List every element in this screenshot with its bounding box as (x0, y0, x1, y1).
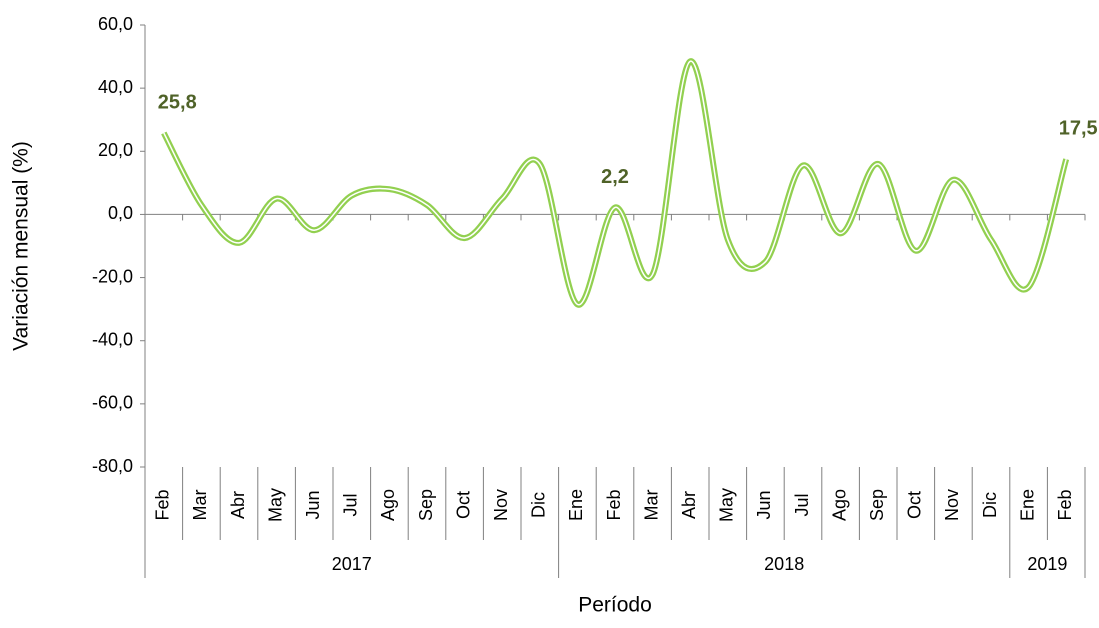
x-tick-label: Jun (303, 490, 323, 519)
x-tick-label: Jul (792, 493, 812, 516)
y-tick-label: -80,0 (92, 456, 133, 476)
x-tick-label: Jun (754, 490, 774, 519)
x-tick-label: Dic (980, 492, 1000, 518)
x-tick-label: Oct (905, 491, 925, 519)
x-tick-label: Abr (679, 491, 699, 519)
group-label: 2017 (332, 554, 372, 574)
x-tick-label: Oct (453, 491, 473, 519)
x-axis-title: Período (578, 594, 652, 617)
y-tick-label: 0,0 (108, 203, 133, 223)
y-tick-label: 20,0 (98, 140, 133, 160)
y-axis-title: Variación mensual (%) (10, 141, 33, 351)
data-label: 17,5 (1059, 117, 1098, 139)
x-tick-label: Sep (416, 489, 436, 521)
x-tick-label: Ene (566, 489, 586, 521)
x-tick-label: Jul (341, 493, 361, 516)
x-tick-label: Nov (491, 489, 511, 521)
group-label: 2019 (1027, 554, 1067, 574)
x-tick-label: Feb (604, 489, 624, 520)
x-tick-label: Ene (1017, 489, 1037, 521)
y-tick-label: -20,0 (92, 266, 133, 286)
x-tick-label: Mar (190, 489, 210, 520)
line-highlight (163, 60, 1067, 306)
x-tick-label: Ago (829, 489, 849, 521)
data-label: 2,2 (601, 166, 629, 188)
y-tick-label: 60,0 (98, 14, 133, 34)
x-tick-label: Feb (153, 489, 173, 520)
x-tick-label: Dic (529, 492, 549, 518)
x-tick-label: Ago (378, 489, 398, 521)
y-tick-label: -40,0 (92, 329, 133, 349)
x-tick-label: May (717, 488, 737, 522)
y-tick-label: 40,0 (98, 77, 133, 97)
data-label: 25,8 (158, 91, 197, 113)
x-tick-label: Mar (641, 489, 661, 520)
x-tick-label: Feb (1055, 489, 1075, 520)
x-tick-label: Nov (942, 489, 962, 521)
x-tick-label: May (265, 488, 285, 522)
group-label: 2018 (764, 554, 804, 574)
x-tick-label: Abr (228, 491, 248, 519)
x-tick-label: Sep (867, 489, 887, 521)
y-tick-label: -60,0 (92, 393, 133, 413)
